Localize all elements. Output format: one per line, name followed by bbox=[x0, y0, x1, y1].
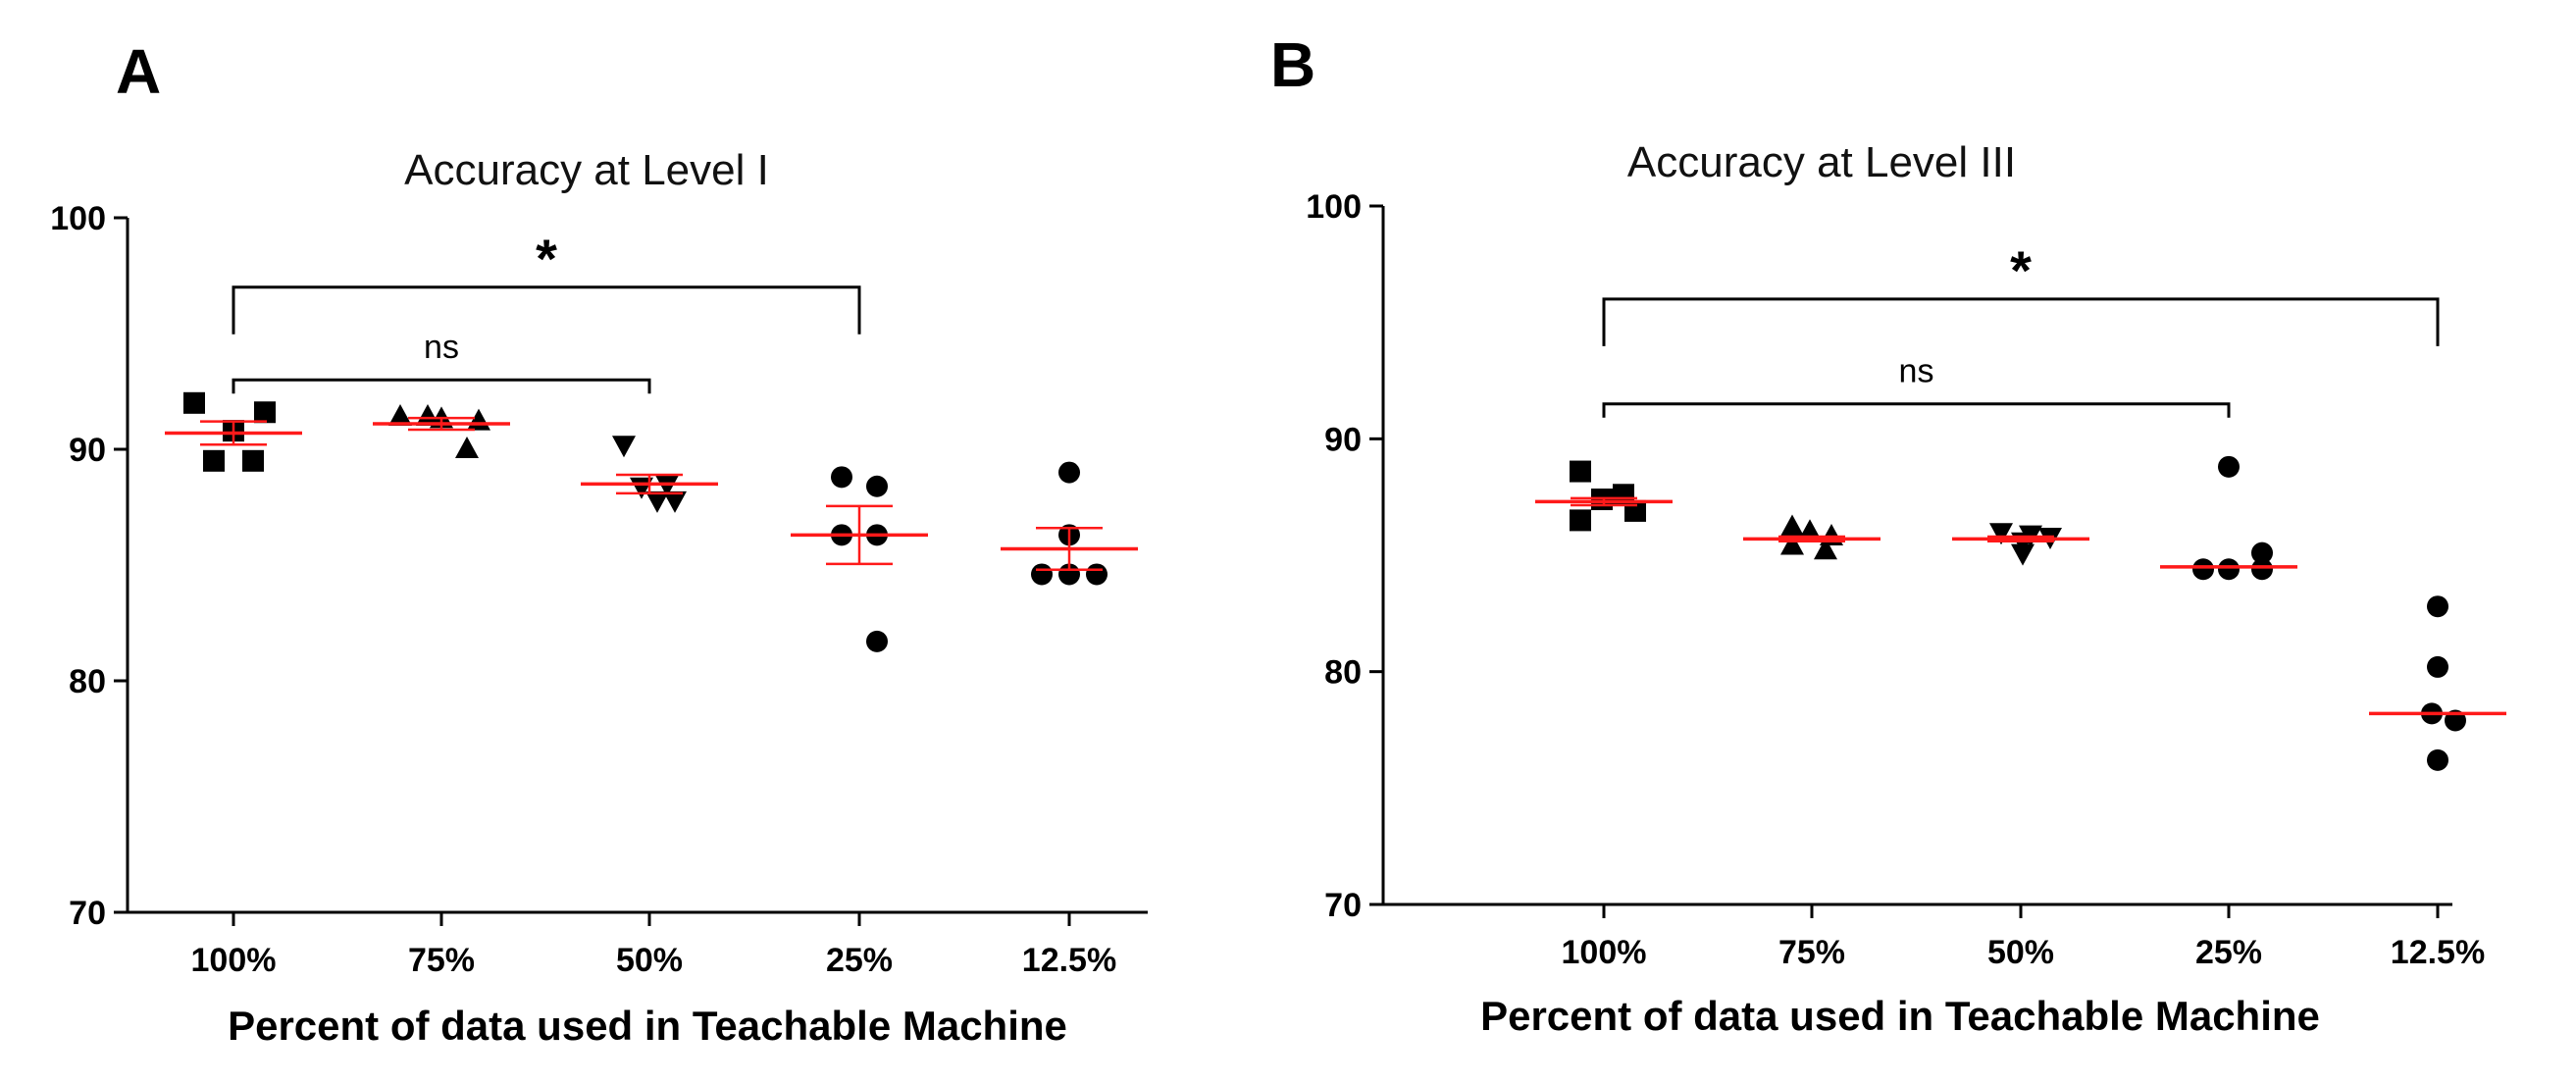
data-point-circle bbox=[1086, 563, 1108, 586]
data-point-circle bbox=[866, 630, 888, 652]
y-tick-label: 90 bbox=[69, 432, 106, 469]
data-point-circle bbox=[2251, 558, 2273, 581]
x-tick-label: 50% bbox=[1987, 934, 2054, 971]
data-point-triangle-down bbox=[1989, 523, 2013, 545]
data-point-triangle-up bbox=[416, 403, 439, 426]
data-point-circle bbox=[2218, 455, 2240, 478]
x-tick-label: 50% bbox=[616, 942, 683, 979]
data-point-circle bbox=[1058, 461, 1080, 484]
data-point-triangle-up bbox=[1780, 514, 1804, 537]
x-tick-label: 100% bbox=[1562, 934, 1647, 971]
data-point-square bbox=[242, 449, 264, 472]
data-point-square bbox=[203, 449, 225, 472]
data-point-circle bbox=[1031, 563, 1053, 586]
y-tick-label: 100 bbox=[50, 200, 106, 237]
ns-bracket bbox=[232, 378, 651, 394]
data-point-circle bbox=[866, 475, 888, 497]
ns-bracket bbox=[1602, 402, 2231, 418]
data-point-triangle-down bbox=[2011, 543, 2035, 566]
ns-label: ns bbox=[424, 329, 459, 366]
data-point-circle bbox=[831, 466, 852, 489]
panel-letter-b: B bbox=[1270, 29, 1315, 100]
data-point-circle bbox=[2192, 558, 2214, 581]
significance-bracket bbox=[232, 285, 861, 335]
chart-title-a: Accuracy at Level I bbox=[404, 146, 769, 194]
chart-title-b: Accuracy at Level III bbox=[1627, 138, 2016, 186]
data-point-circle bbox=[2218, 558, 2240, 581]
data-point-square bbox=[1570, 509, 1591, 532]
data-point-triangle-up bbox=[455, 437, 479, 458]
data-point-triangle-up bbox=[1814, 538, 1837, 560]
x-tick-label: 75% bbox=[1778, 934, 1845, 971]
data-point-triangle-down bbox=[612, 436, 636, 458]
data-point-triangle-down bbox=[645, 490, 669, 513]
y-tick-label: 70 bbox=[1324, 887, 1362, 924]
panel-b: B Accuracy at Level III 70 80 90 100 100% 75%… bbox=[1270, 29, 2506, 1039]
panel-a: A Accuracy at Level I 70 80 90 100 100% 75% 50… bbox=[50, 36, 1148, 1049]
data-point-circle bbox=[2427, 655, 2448, 678]
x-tick-label: 12.5% bbox=[1022, 942, 1116, 979]
data-point-triangle-up bbox=[1780, 533, 1804, 555]
x-axis-label-a: Percent of data used in Teachable Machin… bbox=[228, 1003, 1067, 1049]
significance-bracket bbox=[1602, 297, 2440, 346]
x-axis-label-b: Percent of data used in Teachable Machin… bbox=[1480, 993, 2320, 1039]
data-point-square bbox=[183, 391, 205, 414]
data-point-square bbox=[1624, 499, 1646, 522]
y-tick-label: 70 bbox=[69, 895, 106, 932]
data-point-triangle-down bbox=[663, 490, 687, 513]
data-point-square bbox=[254, 401, 276, 424]
data-point-triangle-up bbox=[388, 403, 412, 426]
y-tick-label: 90 bbox=[1324, 421, 1362, 458]
y-tick-label: 100 bbox=[1306, 188, 1362, 226]
plot-area-a: 70 80 90 100 100% 75% 50% 25% 12.5% * ns bbox=[50, 200, 1148, 979]
data-point-triangle-up bbox=[467, 408, 490, 431]
significance-label: * bbox=[536, 228, 557, 289]
data-point-circle bbox=[2251, 542, 2273, 564]
data-point-circle bbox=[2427, 595, 2448, 618]
plot-area-b: 70 80 90 100 100% 75% 50% 25% 12.5% * ns bbox=[1306, 188, 2506, 971]
data-point-triangle-down bbox=[655, 475, 679, 497]
x-tick-label: 100% bbox=[191, 942, 277, 979]
data-point-square bbox=[1570, 460, 1591, 483]
significance-label: * bbox=[2010, 239, 2032, 301]
y-tick-label: 80 bbox=[1324, 654, 1362, 692]
panel-letter-a: A bbox=[116, 36, 161, 107]
x-tick-label: 25% bbox=[826, 942, 893, 979]
ns-label: ns bbox=[1899, 353, 1934, 390]
data-point-circle bbox=[2427, 748, 2448, 771]
x-tick-label: 75% bbox=[408, 942, 475, 979]
y-tick-label: 80 bbox=[69, 663, 106, 700]
x-tick-label: 12.5% bbox=[2391, 934, 2485, 971]
x-tick-label: 25% bbox=[2195, 934, 2262, 971]
